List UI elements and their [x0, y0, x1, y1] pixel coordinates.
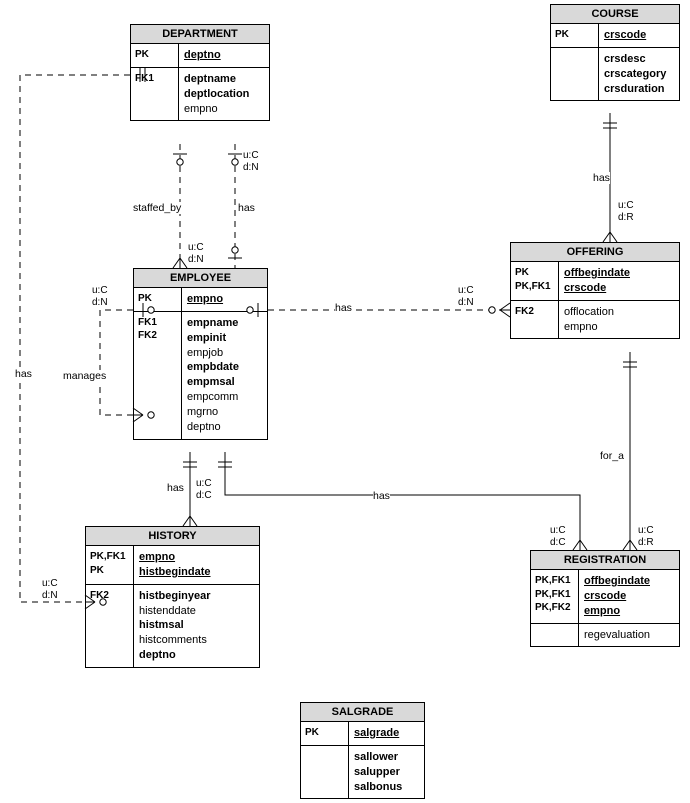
edge-emp-has-reg [225, 452, 580, 550]
cardinality-label: u:Cd:N [458, 285, 474, 308]
cardinality-label: u:Cd:N [42, 578, 58, 601]
edge-label: staffed_by [133, 202, 181, 214]
cardinality-label: u:Cd:C [196, 478, 212, 501]
edge-dept-has-hist [20, 75, 130, 602]
edge-layer [0, 0, 690, 803]
edge-emp-manages [100, 310, 133, 415]
er-diagram-canvas: DEPARTMENTPKdeptnoFK1deptnamedeptlocatio… [0, 0, 690, 803]
cardinality-label: u:Cd:N [92, 285, 108, 308]
cardinality-label: u:Cd:R [618, 200, 634, 223]
edge-label: for_a [600, 450, 624, 462]
edge-label: has [373, 490, 390, 502]
edge-label: manages [63, 370, 106, 382]
edge-label: has [238, 202, 255, 214]
cardinality-label: u:Cd:N [188, 242, 204, 265]
edge-label: has [167, 482, 184, 494]
cardinality-label: u:Cd:C [550, 525, 566, 548]
cardinality-label: u:Cd:N [243, 150, 259, 173]
edge-label: has [335, 302, 352, 314]
edge-label: has [15, 368, 32, 380]
edge-label: has [593, 172, 610, 184]
cardinality-label: u:Cd:R [638, 525, 654, 548]
